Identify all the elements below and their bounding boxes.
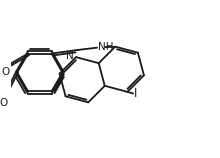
Text: NH: NH — [98, 42, 114, 52]
Text: N: N — [66, 51, 74, 61]
Text: I: I — [134, 87, 138, 100]
Text: O: O — [0, 98, 7, 108]
Text: O: O — [2, 67, 10, 77]
